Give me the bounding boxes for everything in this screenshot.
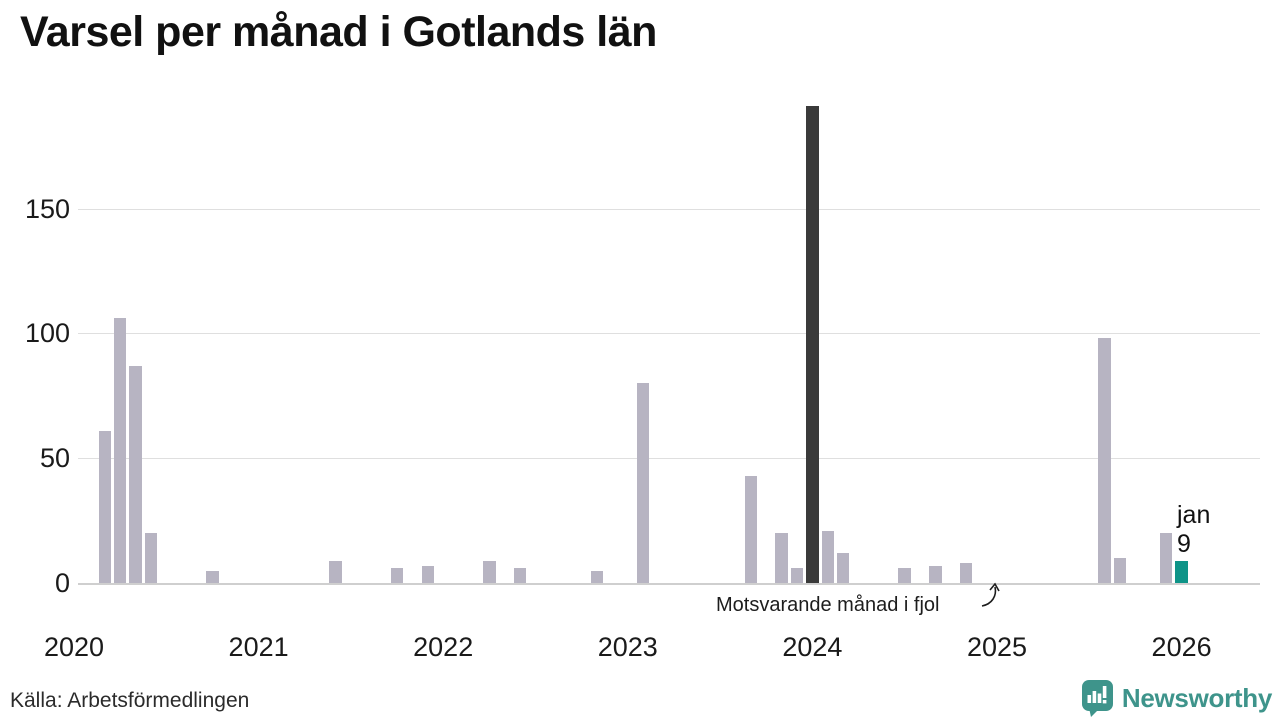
bar-2024-09 bbox=[929, 565, 942, 583]
x-axis-label-2025: 2025 bbox=[966, 632, 1028, 662]
y-axis-label: 0 bbox=[54, 568, 70, 598]
latest-value-text: 9 bbox=[1177, 530, 1191, 558]
newsworthy-wordmark: Newsworthy bbox=[1121, 682, 1272, 713]
bar-2021-12 bbox=[421, 565, 435, 583]
x-axis-label-2024: 2024 bbox=[782, 632, 843, 662]
bar-2024-01 bbox=[806, 106, 819, 583]
x-axis-label-2022: 2022 bbox=[413, 632, 474, 662]
gridline-y150 bbox=[78, 208, 1260, 210]
gridline-y100 bbox=[78, 333, 1260, 335]
bar-2020-05 bbox=[129, 365, 142, 583]
bar-2020-06 bbox=[144, 533, 158, 583]
annotation-label: Motsvarande månad i fjol bbox=[716, 594, 940, 616]
gridline-y50 bbox=[78, 458, 1260, 460]
bar-2020-04 bbox=[113, 318, 127, 583]
bar-2025-09 bbox=[1113, 558, 1127, 583]
chart-title: Varsel per månad i Gotlands län bbox=[20, 8, 657, 56]
y-axis-label: 150 bbox=[24, 193, 70, 224]
y-axis-label: 100 bbox=[24, 318, 70, 349]
bar-2021-10 bbox=[390, 568, 404, 583]
x-axis-line bbox=[78, 583, 1260, 585]
bar-2023-02 bbox=[636, 383, 650, 583]
newsworthy-logo[interactable]: Newsworthy bbox=[1081, 679, 1272, 717]
bar-2020-10 bbox=[206, 570, 219, 583]
annotation-arrow-icon bbox=[981, 582, 1000, 607]
bar-2024-03 bbox=[836, 553, 850, 583]
source-credit: Källa: Arbetsförmedlingen bbox=[10, 689, 250, 712]
x-axis-label-2026: 2026 bbox=[1151, 632, 1212, 662]
x-axis-label-2021: 2021 bbox=[228, 632, 289, 662]
bar-2021-06 bbox=[329, 560, 342, 583]
bar-2022-06 bbox=[513, 568, 527, 583]
bar-2026-01 bbox=[1175, 560, 1188, 583]
bar-2025-08 bbox=[1098, 338, 1111, 583]
x-axis-label-2020: 2020 bbox=[43, 632, 105, 662]
x-axis-label-2023: 2023 bbox=[597, 632, 658, 662]
latest-month-text: jan bbox=[1177, 501, 1211, 529]
bar-2023-09 bbox=[744, 475, 758, 583]
latest-value-label: jan 9 bbox=[1177, 501, 1210, 559]
newsworthy-bubble-icon bbox=[1081, 680, 1113, 717]
y-axis-label: 50 bbox=[39, 443, 70, 474]
bar-2024-07 bbox=[898, 568, 911, 583]
bar-2020-03 bbox=[98, 430, 112, 583]
bar-2024-11 bbox=[959, 563, 973, 583]
bar-2022-04 bbox=[483, 560, 496, 583]
bar-2023-11 bbox=[775, 533, 788, 583]
bar-2022-11 bbox=[590, 570, 604, 583]
bar-2023-12 bbox=[790, 568, 804, 583]
bar-2025-12 bbox=[1159, 533, 1173, 583]
bar-2024-02 bbox=[821, 530, 835, 583]
